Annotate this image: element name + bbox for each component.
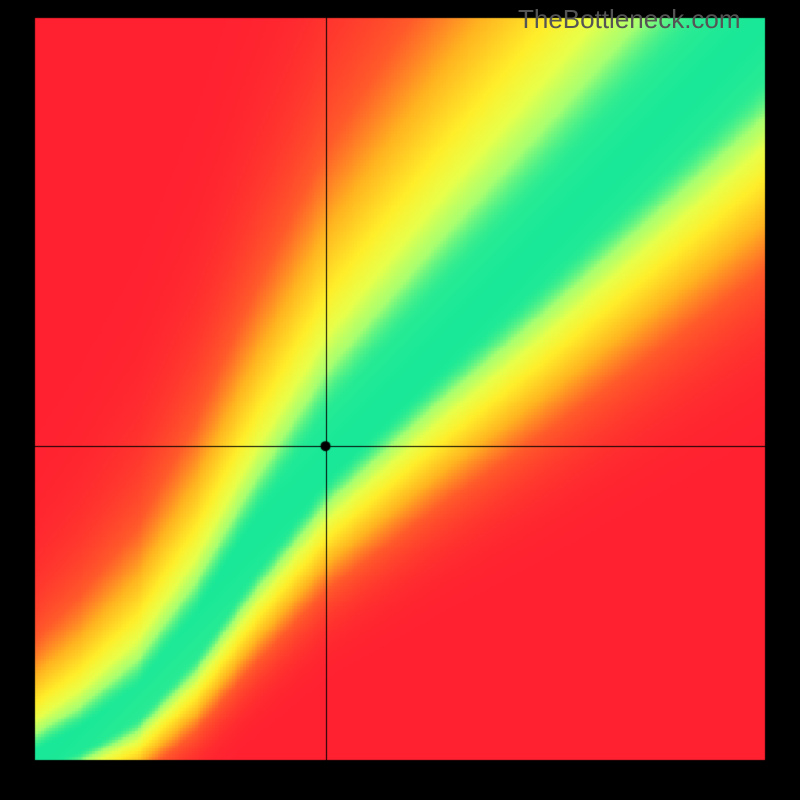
- bottleneck-heatmap-chart: TheBottleneck.com: [0, 0, 800, 800]
- heatmap-canvas: [0, 0, 800, 800]
- watermark-text: TheBottleneck.com: [518, 4, 741, 35]
